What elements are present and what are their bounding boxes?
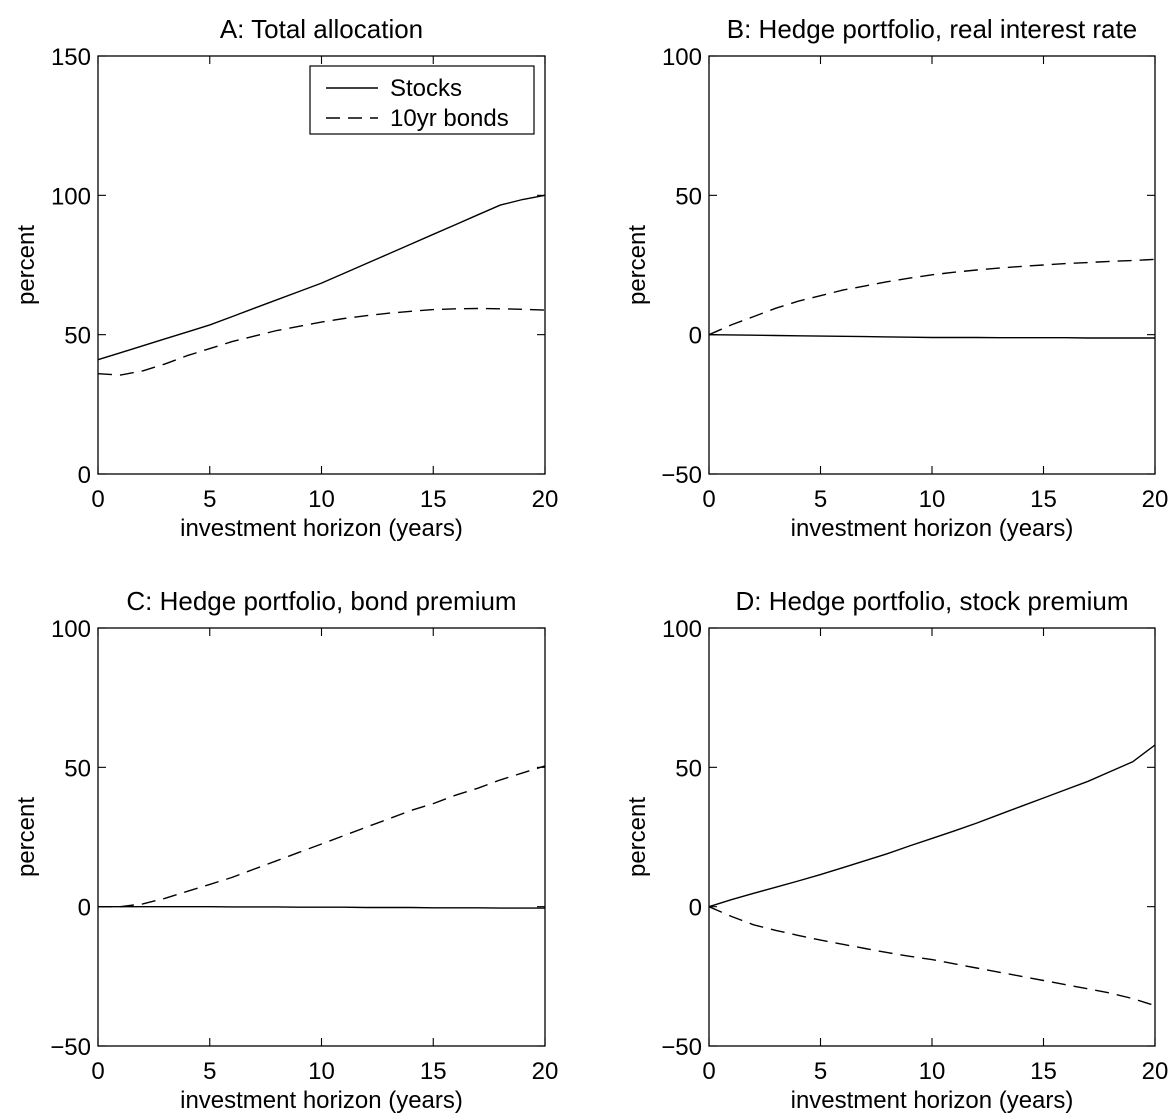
x-tick-label: 20 (532, 486, 559, 513)
x-axis-label: investment horizon (years) (180, 1087, 463, 1113)
legend-entry: Stocks (390, 75, 462, 102)
x-axis-label: investment horizon (years) (180, 515, 463, 542)
x-tick-label: 10 (308, 486, 335, 513)
x-tick-label: 20 (1142, 1058, 1169, 1085)
x-axis-label: investment horizon (years) (791, 515, 1074, 542)
x-tick-label: 15 (420, 486, 447, 513)
chart-title: C: Hedge portfolio, bond premium (126, 586, 516, 616)
x-tick-label: 0 (702, 1058, 715, 1085)
x-axis-label: investment horizon (years) (791, 1087, 1074, 1113)
x-tick-label: 5 (814, 1058, 827, 1085)
y-axis-label: percent (13, 797, 40, 877)
y-tick-label: 100 (662, 616, 702, 643)
chart-title: B: Hedge portfolio, real interest rate (727, 14, 1137, 44)
y-axis-label: percent (624, 225, 651, 305)
y-tick-label: 150 (51, 44, 91, 71)
y-tick-label: −50 (661, 1034, 702, 1061)
legend-entry: 10yr bonds (390, 105, 509, 132)
series-bonds-line (97, 307, 546, 376)
x-tick-label: 20 (532, 1058, 559, 1085)
panel-d: D: Hedge portfolio, stock premium 0 5 10 15 2… (624, 586, 1168, 1113)
y-tick-label: 100 (51, 616, 91, 643)
y-axis-label: percent (13, 225, 40, 305)
chart-title: A: Total allocation (220, 14, 423, 44)
x-tick-label: 5 (203, 1058, 216, 1085)
x-tick-label: 15 (1030, 486, 1057, 513)
y-tick-label: 0 (78, 462, 91, 489)
y-tick-label: 100 (51, 183, 91, 210)
chart-title: D: Hedge portfolio, stock premium (735, 586, 1128, 616)
series-stocks-line (97, 194, 546, 361)
panel-a: A: Total allocation 0 5 10 15 20 0 50 100 150 inve… (13, 14, 558, 542)
x-tick-label: 10 (919, 486, 946, 513)
panel-c: C: Hedge portfolio, bond premium 0 5 10 15 20… (13, 586, 558, 1113)
plot-frame (708, 55, 1156, 475)
x-tick-label: 0 (91, 1058, 104, 1085)
x-tick-label: 10 (308, 1058, 335, 1085)
series-stocks-line (98, 906, 545, 909)
y-tick-label: 0 (689, 895, 702, 922)
y-tick-label: 0 (78, 895, 91, 922)
x-tick-label: 10 (919, 1058, 946, 1085)
x-tick-label: 5 (203, 486, 216, 513)
y-tick-label: 50 (64, 755, 91, 782)
x-tick-label: 20 (1142, 486, 1169, 513)
y-tick-label: 0 (689, 323, 702, 350)
x-tick-label: 0 (702, 486, 715, 513)
y-tick-label: 50 (675, 183, 702, 210)
series-bonds-line (708, 906, 1156, 1007)
series-bonds-line (98, 765, 546, 908)
y-tick-label: 50 (64, 323, 91, 350)
legend-box (309, 65, 535, 135)
x-tick-label: 5 (814, 486, 827, 513)
legend: Stocks 10yr bonds (309, 65, 535, 135)
y-tick-label: 100 (662, 44, 702, 71)
y-axis-label: percent (624, 797, 651, 877)
series-stocks-line (708, 744, 1156, 908)
y-tick-label: −50 (50, 1034, 91, 1061)
series-bonds-line (708, 258, 1156, 336)
x-tick-label: 0 (91, 486, 104, 513)
x-tick-label: 15 (420, 1058, 447, 1085)
y-tick-label: −50 (661, 462, 702, 489)
plot-frame (97, 627, 546, 1047)
y-tick-label: 50 (675, 755, 702, 782)
panel-b: B: Hedge portfolio, real interest rate 0 5… (624, 14, 1168, 542)
series-stocks-line (708, 334, 1155, 339)
plot-frame (708, 627, 1156, 1047)
x-tick-label: 15 (1030, 1058, 1057, 1085)
